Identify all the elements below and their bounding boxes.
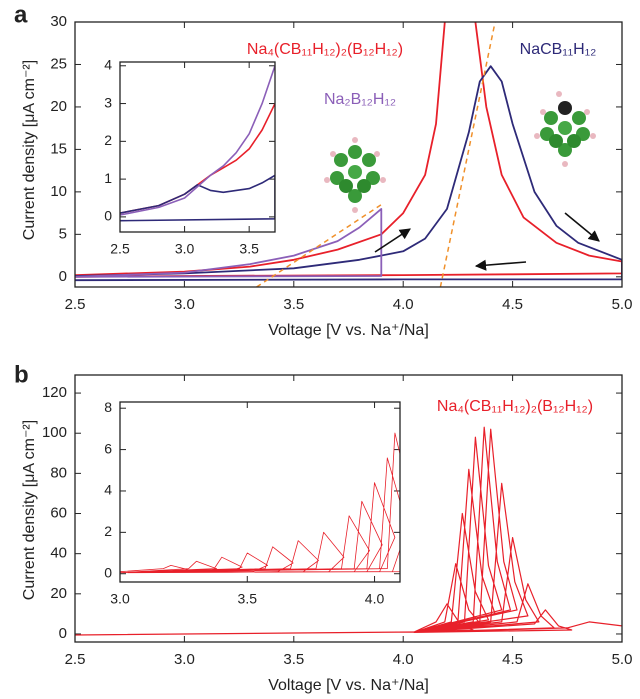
y-tick-label: 120 — [42, 384, 67, 401]
x-axis-label: Voltage [V vs. Na⁺/Na] — [268, 322, 429, 339]
y-tick-label: 100 — [42, 424, 67, 441]
y-tick-label: 20 — [50, 585, 67, 602]
x-tick-label: 2.5 — [65, 296, 86, 313]
inset-chart: 3.0 3.5 4.0 0 2 4 6 8 — [104, 399, 401, 607]
y-tick-label: 10 — [50, 183, 67, 200]
plot-area — [120, 402, 400, 582]
x-tick-label: 5.0 — [612, 296, 633, 313]
y-tick-label: 80 — [50, 464, 67, 481]
y-tick-label: 60 — [50, 504, 67, 521]
series-label: Na₂B₁₂H₁₂ — [324, 91, 396, 108]
y-tick-label: 5 — [59, 225, 67, 242]
arrow — [564, 212, 600, 242]
y-tick-label: 30 — [50, 13, 67, 30]
y-axis-label: Current density [μA cm⁻²] — [21, 60, 38, 240]
series-label: Na₄(CB₁₁H₁₂)₂(B₁₂H₁₂) — [437, 398, 593, 415]
x-tick-label: 3.5 — [283, 651, 304, 668]
x-tick-label: 2.5 — [65, 651, 86, 668]
y-tick-label: 6 — [104, 440, 112, 456]
molecule-icon — [324, 137, 386, 213]
arrow — [474, 259, 527, 271]
x-tick-label: 3.0 — [174, 651, 195, 668]
annotations — [374, 212, 600, 271]
x-axis-label: Voltage [V vs. Na⁺/Na] — [268, 677, 429, 694]
plot-area — [120, 62, 275, 232]
y-axis-label: Current density [μA cm⁻²] — [21, 420, 38, 600]
plot-frame — [119, 61, 276, 233]
y-tick-label: 0 — [59, 625, 67, 642]
arrow — [374, 228, 411, 253]
data-line — [75, 426, 622, 636]
plot-frame — [74, 21, 623, 288]
data-line — [120, 174, 275, 222]
y-tick-label: 15 — [50, 140, 67, 157]
y-tick-label: 0 — [104, 564, 112, 580]
x-tick-label: 3.0 — [175, 241, 195, 257]
x-tick-label: 4.0 — [365, 591, 385, 607]
inset-chart: 2.5 3.0 3.5 0 1 2 3 4 — [104, 56, 276, 257]
y-tick-label: 2 — [104, 523, 112, 539]
y-tick-label: 3 — [104, 94, 112, 110]
x-tick-label: 5.0 — [612, 651, 633, 668]
y-tick-label: 0 — [59, 268, 67, 285]
series-label: Na₄(CB₁₁H₁₂)₂(B₁₂H₁₂) — [247, 41, 403, 58]
guide-line — [256, 203, 382, 287]
y-tick-label: 4 — [104, 482, 112, 498]
panel-label: b — [14, 361, 29, 388]
x-tick-label: 4.5 — [502, 651, 523, 668]
x-tick-label: 4.5 — [502, 296, 523, 313]
y-tick-label: 40 — [50, 545, 67, 562]
molecule-icon — [534, 91, 596, 167]
data-line — [120, 65, 275, 216]
x-tick-label: 3.0 — [174, 296, 195, 313]
y-tick-label: 2 — [104, 132, 112, 148]
x-tick-label: 4.0 — [393, 651, 414, 668]
y-tick-label: 0 — [104, 208, 112, 224]
panel-label: a — [14, 1, 28, 28]
x-tick-label: 2.5 — [110, 241, 130, 257]
y-tick-label: 4 — [104, 56, 112, 72]
plot-frame — [119, 401, 401, 583]
x-tick-label: 3.5 — [283, 296, 304, 313]
x-tick-label: 3.5 — [238, 591, 258, 607]
series-label: NaCB₁₁H₁₂ — [520, 41, 597, 58]
plot-frame — [74, 374, 623, 643]
x-tick-label: 3.5 — [239, 241, 259, 257]
data-line — [75, 208, 383, 278]
plots: 2.5 3.0 3.5 4.0 4.5 5.0051015202530Na₄(CB₁₁H₁… — [14, 1, 632, 694]
y-tick-label: 1 — [104, 170, 112, 186]
x-tick-label: 4.0 — [393, 296, 414, 313]
y-tick-label: 20 — [50, 98, 67, 115]
data-line — [75, 65, 622, 282]
guide-line — [439, 22, 496, 287]
x-tick-label: 3.0 — [110, 591, 130, 607]
y-tick-label: 25 — [50, 55, 67, 72]
y-tick-label: 8 — [104, 399, 112, 415]
